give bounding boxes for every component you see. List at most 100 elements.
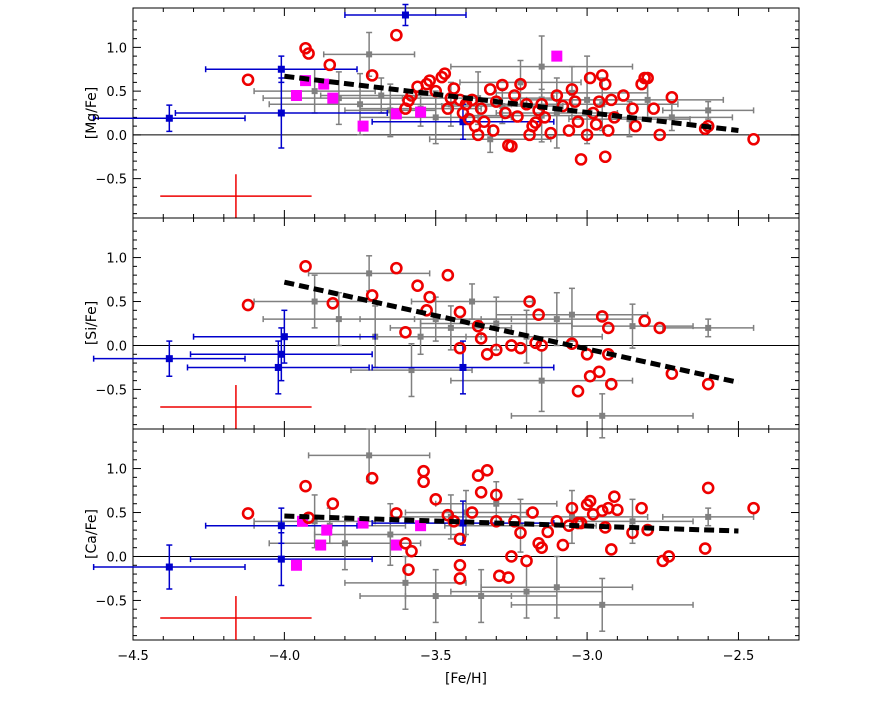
red-circle bbox=[447, 82, 461, 95]
gray-square bbox=[599, 412, 606, 419]
blue-point bbox=[92, 340, 246, 377]
red-circle bbox=[701, 377, 715, 391]
gray-square bbox=[568, 89, 575, 96]
red-circle bbox=[538, 111, 552, 124]
red-circle bbox=[580, 128, 594, 142]
blue-square bbox=[165, 114, 173, 122]
gray-square bbox=[417, 333, 424, 340]
gray-point bbox=[322, 31, 416, 77]
x-tick-label: −3.0 bbox=[571, 649, 603, 664]
blue-point bbox=[371, 500, 555, 546]
red-circle bbox=[471, 128, 485, 142]
red-circle bbox=[647, 102, 660, 115]
panel-ca-fe: −0.5 0.0 0.5 1.0 [Ca/Fe] bbox=[84, 428, 800, 641]
red-circle bbox=[698, 542, 712, 555]
blue-point bbox=[92, 544, 246, 590]
red-circle bbox=[635, 501, 648, 515]
red-circle bbox=[532, 308, 545, 322]
magenta-square bbox=[390, 539, 402, 551]
blue-square bbox=[165, 355, 173, 363]
y-tick-label: 1.0 bbox=[106, 41, 127, 56]
y-axis-label: [Mg/Fe] bbox=[84, 87, 100, 140]
red-circle bbox=[453, 572, 467, 585]
gray-square bbox=[705, 107, 712, 114]
gray-point bbox=[571, 498, 694, 545]
blue-square bbox=[274, 363, 282, 371]
red-circle bbox=[502, 571, 515, 584]
red-circle bbox=[574, 516, 588, 530]
gray-point bbox=[662, 318, 755, 338]
red-circle bbox=[611, 503, 624, 517]
red-circle bbox=[429, 493, 443, 506]
gray-square bbox=[553, 316, 560, 323]
gray-square bbox=[366, 452, 373, 459]
red-circle bbox=[302, 47, 315, 60]
red-circle bbox=[417, 464, 430, 478]
gray-square bbox=[447, 324, 454, 331]
red-circle bbox=[571, 115, 585, 129]
y-tick-label: 0.0 bbox=[106, 550, 127, 565]
gray-square bbox=[705, 513, 712, 520]
trend-fit-line bbox=[283, 279, 739, 385]
red-circle bbox=[365, 69, 379, 82]
red-circle bbox=[592, 365, 606, 379]
red-circle bbox=[299, 260, 312, 273]
gray-square bbox=[402, 579, 409, 586]
red-circle bbox=[541, 525, 555, 539]
magenta-square bbox=[415, 520, 427, 532]
gray-point bbox=[510, 393, 694, 439]
gray-square bbox=[335, 316, 342, 323]
gray-point bbox=[253, 494, 376, 549]
y-axis-label: [Si/Fe] bbox=[84, 301, 100, 345]
blue-point bbox=[371, 340, 555, 395]
gray-square bbox=[493, 500, 500, 507]
x-tick-label: −2.5 bbox=[723, 649, 755, 664]
red-circle bbox=[583, 71, 597, 85]
red-circle bbox=[629, 119, 642, 133]
magenta-square bbox=[551, 50, 563, 62]
red-circle bbox=[617, 89, 630, 102]
panel-mg-fe: −0.5 0.0 0.5 1.0 [Mg/Fe] bbox=[84, 3, 800, 219]
gray-point bbox=[480, 291, 634, 347]
red-circle bbox=[499, 106, 512, 120]
red-circle bbox=[653, 321, 667, 335]
gray-square bbox=[523, 588, 530, 595]
x-tick-label: −4.0 bbox=[269, 649, 301, 664]
gray-square bbox=[553, 110, 560, 116]
gray-square bbox=[341, 540, 348, 547]
red-circle bbox=[583, 494, 597, 508]
red-circle bbox=[241, 73, 255, 87]
panel-marks: −0.5 0.0 0.5 1.0 bbox=[92, 428, 799, 640]
x-axis-label: [Fe/H] bbox=[445, 671, 487, 687]
red-circle bbox=[365, 289, 379, 302]
red-circle bbox=[747, 132, 760, 146]
magenta-square bbox=[315, 539, 327, 551]
red-circle bbox=[514, 526, 527, 540]
gray-square bbox=[387, 107, 394, 114]
red-circle bbox=[483, 83, 497, 96]
gray-square bbox=[538, 63, 545, 70]
red-circle bbox=[423, 290, 436, 304]
gray-square bbox=[705, 324, 712, 331]
red-circle bbox=[471, 469, 485, 482]
red-circle bbox=[571, 384, 585, 398]
red-circle bbox=[399, 325, 412, 339]
magenta-square bbox=[415, 106, 427, 118]
blue-square bbox=[277, 65, 285, 73]
blue-point bbox=[204, 507, 358, 545]
red-circle bbox=[595, 310, 609, 323]
red-circle bbox=[474, 485, 488, 499]
blue-point bbox=[174, 77, 389, 149]
gray-point bbox=[359, 90, 513, 145]
x-tick-label: −4.5 bbox=[117, 649, 149, 664]
red-circle bbox=[326, 296, 340, 310]
gray-square bbox=[475, 95, 482, 102]
y-tick-label: 0.5 bbox=[106, 507, 127, 522]
gray-square bbox=[387, 531, 394, 538]
red-circle bbox=[605, 543, 618, 556]
blue-square bbox=[277, 109, 285, 117]
magenta-square bbox=[297, 515, 309, 527]
red-circle bbox=[453, 305, 467, 319]
red-circle bbox=[592, 95, 606, 108]
